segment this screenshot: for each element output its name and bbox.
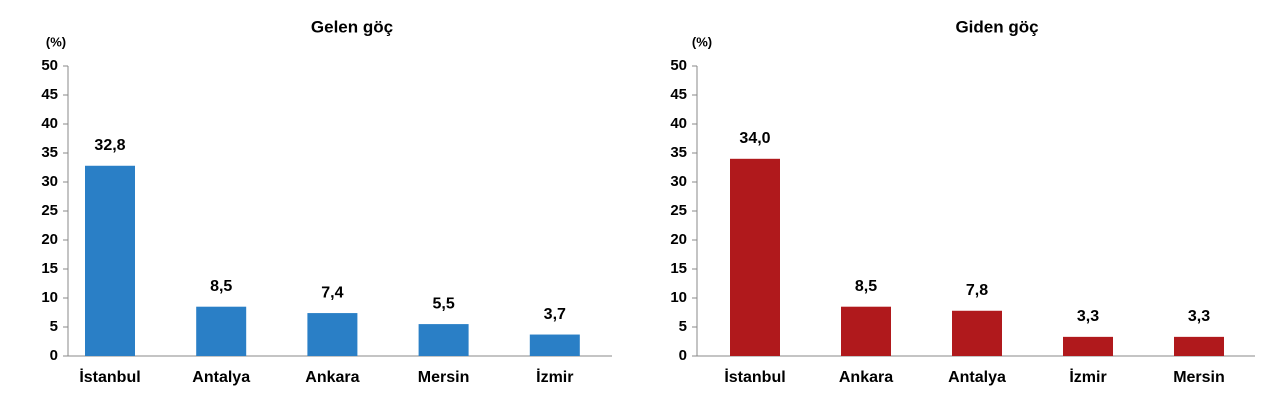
y-axis-label: (%): [46, 34, 66, 49]
y-tick-label: 5: [50, 318, 58, 335]
value-label: 3,7: [544, 306, 566, 323]
bar: [841, 306, 891, 356]
y-tick-label: 15: [41, 260, 58, 277]
y-tick-label: 30: [41, 173, 58, 190]
y-tick-label: 35: [41, 144, 58, 161]
y-tick-label: 5: [679, 318, 687, 335]
x-tick-label: Antalya: [948, 369, 1006, 386]
value-label: 7,4: [321, 284, 343, 301]
x-tick-label: İzmir: [536, 368, 573, 386]
bar: [1174, 336, 1224, 356]
y-tick-label: 40: [670, 115, 687, 132]
y-tick-label: 20: [41, 231, 58, 248]
x-tick-label: Ankara: [839, 369, 893, 386]
bar: [196, 306, 247, 356]
y-tick-label: 25: [41, 202, 58, 219]
x-tick-label: Antalya: [192, 369, 250, 386]
y-tick-label: 45: [670, 86, 687, 103]
value-label: 7,8: [966, 282, 988, 299]
y-tick-label: 15: [670, 260, 687, 277]
y-tick-label: 40: [41, 115, 58, 132]
y-tick-label: 50: [670, 57, 687, 74]
x-tick-label: Mersin: [1173, 369, 1225, 386]
bar: [307, 313, 358, 356]
bar: [952, 310, 1002, 356]
y-tick-label: 30: [670, 173, 687, 190]
bar: [529, 334, 580, 356]
y-tick-label: 50: [41, 57, 58, 74]
value-label: 3,3: [1077, 308, 1099, 325]
y-tick-label: 25: [670, 202, 687, 219]
bar: [730, 158, 780, 356]
y-tick-label: 0: [50, 347, 58, 364]
chart-title: Gelen göç: [311, 17, 393, 36]
y-tick-label: 35: [670, 144, 687, 161]
y-axis-label: (%): [692, 34, 712, 49]
value-label: 5,5: [432, 295, 454, 312]
x-tick-label: İzmir: [1069, 368, 1106, 386]
value-label: 8,5: [210, 278, 232, 295]
y-tick-label: 10: [41, 289, 58, 306]
value-label: 8,5: [855, 278, 877, 295]
y-tick-label: 20: [670, 231, 687, 248]
y-tick-label: 10: [670, 289, 687, 306]
bar: [1063, 336, 1113, 356]
bar: [85, 165, 135, 356]
y-tick-label: 0: [679, 347, 687, 364]
value-label: 34,0: [739, 130, 770, 147]
bar: [418, 324, 469, 356]
x-tick-label: Ankara: [305, 369, 359, 386]
x-tick-label: İstanbul: [79, 368, 140, 386]
x-tick-label: Mersin: [418, 369, 470, 386]
value-label: 3,3: [1188, 308, 1210, 325]
y-tick-label: 45: [41, 86, 58, 103]
value-label: 32,8: [94, 137, 125, 154]
x-tick-label: İstanbul: [724, 368, 785, 386]
chart-title: Giden göç: [955, 17, 1038, 36]
